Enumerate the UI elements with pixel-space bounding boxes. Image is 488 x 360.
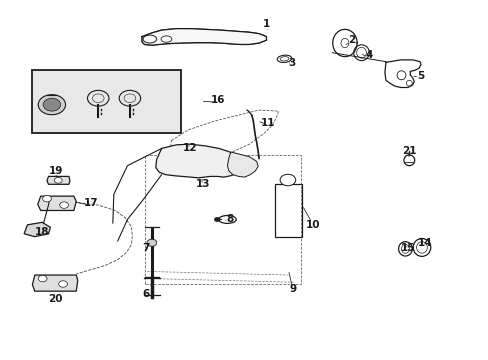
- Text: 13: 13: [195, 179, 210, 189]
- Circle shape: [38, 95, 65, 115]
- Text: 20: 20: [48, 294, 63, 304]
- Circle shape: [43, 98, 61, 111]
- Text: 10: 10: [305, 220, 319, 230]
- Polygon shape: [227, 152, 258, 177]
- Text: 8: 8: [226, 215, 233, 224]
- Text: 4: 4: [365, 50, 372, 60]
- Text: 16: 16: [210, 95, 224, 105]
- Text: 2: 2: [347, 35, 355, 45]
- Bar: [274, 184, 301, 237]
- Circle shape: [38, 275, 47, 282]
- Polygon shape: [47, 176, 70, 184]
- Text: 6: 6: [142, 289, 149, 299]
- Circle shape: [280, 174, 295, 186]
- Polygon shape: [156, 144, 248, 178]
- Text: 11: 11: [260, 118, 275, 128]
- Circle shape: [59, 281, 67, 287]
- Text: 12: 12: [182, 143, 197, 153]
- Polygon shape: [142, 29, 266, 45]
- Polygon shape: [38, 196, 76, 211]
- Text: 1: 1: [262, 19, 269, 29]
- Text: 7: 7: [142, 243, 149, 253]
- Text: 9: 9: [289, 284, 296, 294]
- Circle shape: [54, 177, 62, 183]
- Circle shape: [60, 202, 68, 208]
- Circle shape: [147, 239, 157, 246]
- Circle shape: [214, 217, 220, 222]
- Circle shape: [42, 195, 51, 202]
- Text: 18: 18: [35, 227, 49, 237]
- Text: 15: 15: [400, 243, 414, 253]
- Polygon shape: [32, 275, 78, 291]
- Polygon shape: [24, 222, 50, 237]
- Bar: [32, 69, 181, 134]
- Text: 5: 5: [417, 71, 424, 81]
- Text: 3: 3: [288, 58, 295, 68]
- Text: 19: 19: [48, 166, 63, 176]
- Text: 17: 17: [83, 198, 98, 208]
- Text: 21: 21: [401, 145, 416, 156]
- Text: 14: 14: [417, 238, 431, 248]
